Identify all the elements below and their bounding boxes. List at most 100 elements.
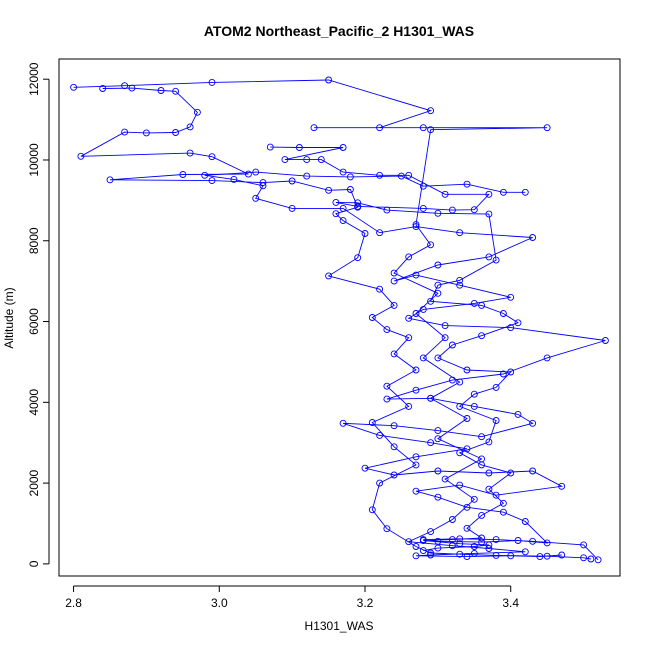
y-tick-label: 6000 [27,308,41,335]
data-point [427,241,435,249]
data-point [412,386,420,394]
data-point [325,186,333,194]
data-point [208,153,216,161]
data-point [121,128,129,136]
data-point [361,464,369,472]
data-point [536,553,544,561]
data-point [412,487,420,495]
data-point [558,551,566,559]
data-point [434,354,442,362]
data-point [427,439,435,447]
data-point [514,537,522,544]
chart-title: ATOM2 Northeast_Pacific_2 H1301_WAS [204,23,474,39]
data-point [448,341,456,349]
data-point [376,479,384,487]
data-point [521,518,529,525]
data-point [463,524,471,532]
data-point [434,289,442,297]
data-point [434,427,442,435]
data-point [463,366,471,374]
data-point [478,301,486,309]
data-point [434,467,442,475]
data-point [470,543,478,550]
y-tick-label: 12000 [27,62,41,96]
data-point [193,108,201,116]
data-point [368,314,376,321]
data-point [390,471,398,479]
data-point [332,198,340,206]
series-3-line [80,87,591,560]
data-point [499,508,507,516]
y-tick-label: 4000 [27,389,41,416]
data-point [317,156,325,164]
data-point [485,190,493,198]
data-point [543,124,551,132]
data-point [456,281,464,289]
plot-frame [58,58,621,577]
data-point [390,422,398,430]
data-point [354,254,362,262]
data-point [456,378,464,386]
data-point [346,186,354,193]
data-point [412,552,420,560]
data-point [543,539,551,547]
data-point [259,179,267,187]
data-point [419,354,427,362]
data-point [405,402,413,410]
data-point [492,256,500,264]
y-tick-label: 2000 [27,469,41,496]
data-point [456,449,464,457]
data-point [186,149,194,157]
x-tick-label: 2.8 [65,596,82,610]
data-point [587,555,595,563]
data-point [288,177,296,185]
data-point [427,551,435,559]
data-point [339,217,347,225]
data-point [412,221,420,229]
data-point [77,152,85,160]
data-point [463,503,471,511]
data-point [507,368,515,376]
data-point [419,537,427,544]
data-point [427,549,435,557]
data-point [128,84,136,92]
data-point [434,435,442,443]
y-tick-label: 0 [27,560,41,567]
data-point [368,506,376,514]
x-tick-label: 3.0 [211,596,228,610]
data-point [383,326,391,334]
data-point [354,202,362,210]
data-point [499,310,507,317]
data-point [478,534,486,542]
series-2-line [73,79,562,558]
data-point [485,469,493,477]
data-point [201,171,209,179]
data-point [368,419,376,426]
data-point [470,206,478,214]
data-point [427,107,435,115]
data-point [441,475,449,483]
data-point [419,124,427,132]
series-4-line [270,146,520,552]
data-point [376,229,384,237]
data-point [441,322,449,330]
data-point [412,543,420,550]
data-point [434,493,442,501]
data-point [230,175,238,183]
data-point [485,545,493,552]
y-axis: 0 2000 4000 6000 8000 10000 12000 [27,62,50,567]
x-axis: 2.8 3.0 3.2 3.4 [65,585,519,610]
data-point [252,194,260,202]
data-point [470,390,478,398]
data-point [448,206,456,214]
data-point [463,180,471,188]
data-point [492,536,500,544]
data-point [310,124,318,132]
data-point [514,410,522,418]
data-point [485,541,493,549]
data-point [456,229,464,237]
data-point [390,269,398,277]
data-point [434,261,442,269]
data-point [492,383,500,391]
data-point [412,461,420,469]
